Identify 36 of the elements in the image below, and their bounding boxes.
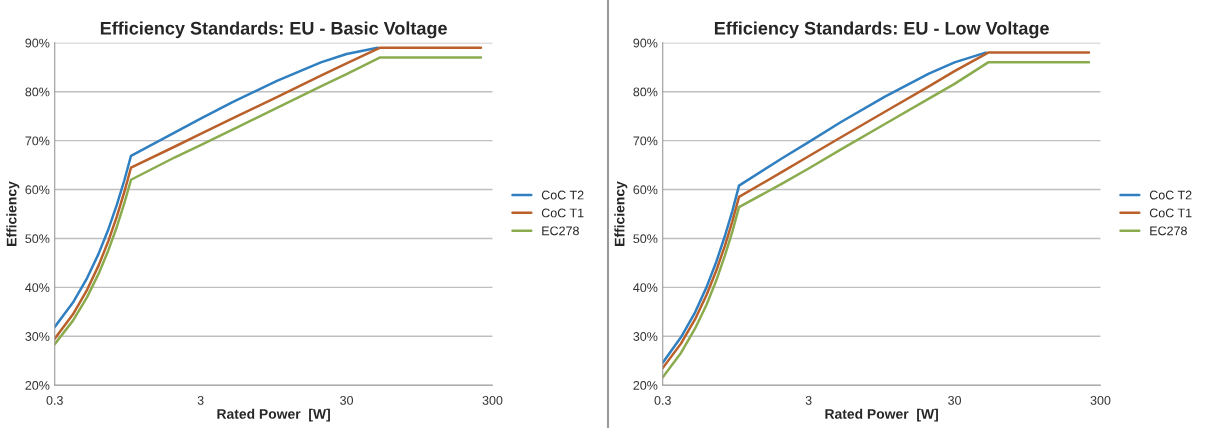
y-tick-label: 80% bbox=[633, 87, 658, 97]
y-tick-label: 30% bbox=[25, 332, 50, 341]
x-tick-label: 3 bbox=[197, 395, 204, 405]
y-tick-label: 60% bbox=[25, 185, 50, 195]
x-axis-title: Rated Power [W] bbox=[825, 408, 938, 422]
y-tick-label: 60% bbox=[633, 185, 658, 195]
y-tick-label: 70% bbox=[633, 136, 658, 146]
y-tick-label: 70% bbox=[25, 136, 50, 146]
legend-label: CoC T1 bbox=[541, 208, 584, 218]
y-tick-label: 40% bbox=[633, 283, 658, 293]
y-tick-label: 50% bbox=[25, 234, 50, 244]
x-tick-label: 0.3 bbox=[46, 395, 63, 405]
legend-label: CoC T2 bbox=[541, 190, 584, 200]
y-tick-label: 30% bbox=[633, 332, 658, 341]
x-tick-label: 0.3 bbox=[654, 395, 671, 405]
y-tick-label: 20% bbox=[633, 381, 658, 390]
legend-label: CoC T1 bbox=[1149, 208, 1192, 218]
legend-label: EC278 bbox=[542, 226, 579, 236]
y-tick-label: 20% bbox=[25, 381, 50, 390]
legend-label: CoC T2 bbox=[1149, 190, 1192, 200]
y-tick-label: 90% bbox=[25, 38, 50, 48]
chart-title: Efficiency Standards: EU - Basic Voltage bbox=[100, 21, 447, 39]
x-tick-label: 300 bbox=[482, 395, 503, 405]
x-axis-title: Rated Power [W] bbox=[217, 408, 330, 422]
x-tick-label: 300 bbox=[1090, 395, 1111, 405]
y-tick-label: 50% bbox=[633, 234, 658, 244]
legend-label: EC278 bbox=[1150, 226, 1187, 236]
x-tick-label: 3 bbox=[805, 395, 812, 405]
chart-title: Efficiency Standards: EU - Low Voltage bbox=[714, 21, 1049, 39]
y-tick-label: 80% bbox=[25, 87, 50, 97]
y-tick-label: 40% bbox=[25, 283, 50, 293]
x-tick-label: 30 bbox=[340, 395, 354, 405]
y-tick-label: 90% bbox=[633, 38, 658, 48]
y-axis-title: Efficiency bbox=[614, 181, 628, 246]
x-tick-label: 30 bbox=[948, 395, 962, 405]
y-axis-title: Efficiency bbox=[6, 181, 20, 246]
